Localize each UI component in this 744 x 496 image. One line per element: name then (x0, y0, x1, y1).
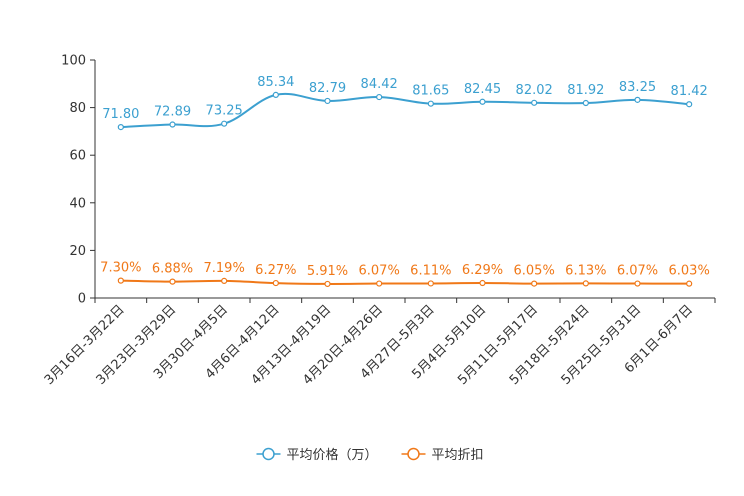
y-tick-label: 0 (78, 292, 86, 307)
data-point[interactable] (272, 91, 279, 98)
legend-label: 平均折扣 (432, 448, 484, 463)
data-point[interactable] (376, 280, 383, 287)
legend-marker (407, 447, 420, 461)
data-point[interactable] (582, 280, 589, 287)
data-point[interactable] (117, 124, 124, 131)
data-label: 81.65 (412, 84, 449, 99)
data-point[interactable] (169, 278, 176, 285)
series-line-2 (120, 279, 690, 285)
data-label: 6.07% (359, 264, 400, 279)
data-point[interactable] (531, 280, 538, 287)
data-point[interactable] (324, 280, 331, 288)
data-label: 81.92 (567, 83, 604, 98)
data-point[interactable] (376, 93, 383, 101)
legend-marker (262, 447, 275, 461)
data-point[interactable] (634, 280, 641, 287)
data-point[interactable] (221, 277, 228, 284)
legend-item-2[interactable]: 平均折扣 (401, 447, 484, 463)
data-point[interactable] (221, 120, 228, 127)
data-label: 82.79 (309, 81, 346, 96)
data-point[interactable] (272, 279, 279, 287)
data-label: 85.34 (257, 75, 294, 90)
data-point[interactable] (686, 101, 693, 108)
data-point[interactable] (169, 121, 176, 128)
data-point[interactable] (531, 99, 538, 106)
data-point[interactable] (686, 280, 693, 287)
data-label: 7.30% (100, 261, 141, 276)
label-layer: 71.80 72.89 73.25 85.34 82.79 84.42 81.65 82.45… (100, 75, 710, 279)
data-point[interactable] (479, 279, 486, 287)
data-label: 71.80 (102, 107, 139, 122)
data-label: 6.29% (462, 263, 503, 278)
data-point[interactable] (634, 96, 641, 103)
data-label: 84.42 (361, 77, 398, 92)
data-label: 6.03% (669, 264, 710, 279)
series-line-1 (120, 92, 690, 129)
series-layer (117, 91, 693, 288)
axis-layer: 0204060801003月16日-3月22日3月23日-3月29日3月30日-… (42, 54, 716, 388)
legend[interactable]: 平均价格（万） 平均折扣 (256, 447, 484, 463)
y-tick-label: 60 (69, 149, 86, 164)
data-label: 83.25 (619, 80, 656, 95)
y-tick-label: 20 (69, 244, 86, 259)
data-label: 6.13% (565, 263, 606, 278)
data-label: 5.91% (307, 264, 348, 279)
data-label: 73.25 (206, 104, 243, 119)
data-point[interactable] (427, 280, 434, 287)
data-point[interactable] (479, 98, 486, 105)
data-point[interactable] (427, 100, 434, 107)
data-label: 6.07% (617, 264, 658, 279)
y-tick-label: 100 (61, 54, 86, 69)
data-point[interactable] (117, 277, 124, 284)
legend-label: 平均价格（万） (287, 447, 378, 463)
data-label: 6.27% (255, 263, 296, 278)
data-point[interactable] (324, 97, 331, 105)
y-tick-label: 40 (69, 196, 86, 211)
y-tick-label: 80 (69, 101, 86, 116)
data-label: 72.89 (154, 105, 191, 120)
data-label: 81.42 (671, 84, 708, 99)
data-label: 6.11% (410, 263, 451, 278)
data-label: 82.45 (464, 82, 501, 97)
data-label: 6.05% (514, 264, 555, 279)
data-label: 6.88% (152, 262, 193, 277)
data-label: 82.02 (516, 83, 553, 98)
data-label: 7.19% (204, 261, 245, 276)
legend-item-1[interactable]: 平均价格（万） (256, 447, 378, 463)
data-point[interactable] (582, 99, 589, 107)
